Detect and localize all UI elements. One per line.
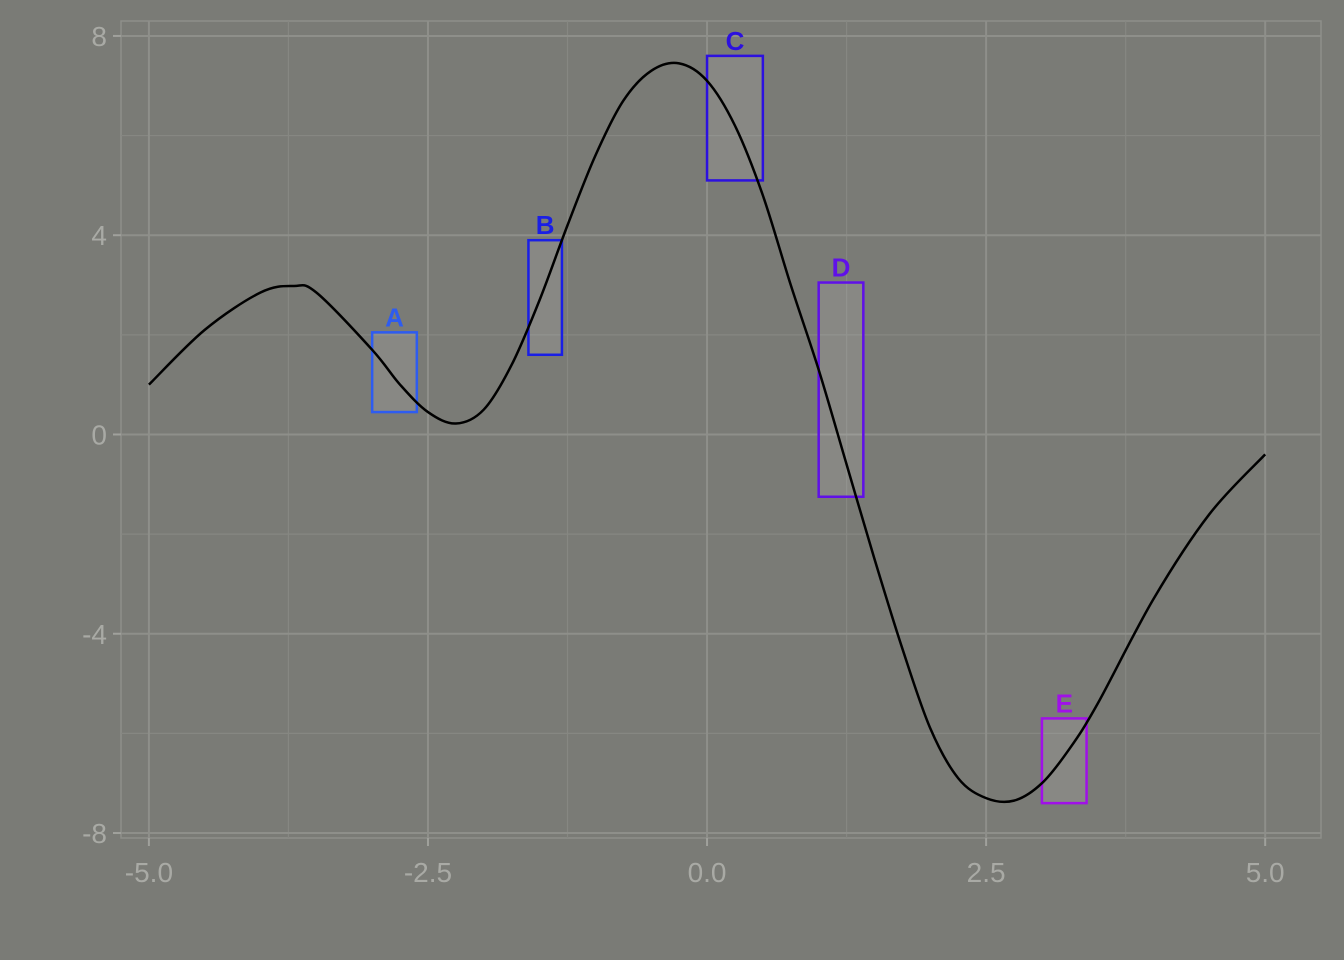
grid-minor bbox=[121, 21, 1321, 838]
annotation-label-e: E bbox=[1056, 688, 1073, 718]
annotation-boxes bbox=[370, 54, 1088, 805]
annotation-label-b: B bbox=[536, 210, 555, 240]
axis-ticks bbox=[113, 34, 1267, 846]
grid-major bbox=[121, 21, 1321, 838]
annotation-box-c bbox=[705, 54, 765, 182]
annotation-box-d bbox=[817, 281, 865, 499]
annotation-labels: A B C D E bbox=[385, 26, 1073, 719]
series-line-0 bbox=[148, 61, 1267, 804]
x-tick-label: -2.5 bbox=[404, 857, 452, 888]
series-lines bbox=[148, 61, 1267, 804]
y-tick-label: -8 bbox=[82, 818, 107, 849]
annotation-box-b bbox=[527, 238, 564, 357]
annotation-label-d: D bbox=[832, 253, 851, 283]
x-tick-labels: -5.0 -2.5 0.0 2.5 5.0 bbox=[125, 857, 1285, 888]
y-tick-label: 4 bbox=[91, 220, 107, 251]
panel-background bbox=[120, 20, 1322, 839]
y-tick-label: -4 bbox=[82, 619, 107, 650]
y-tick-label: 8 bbox=[91, 21, 107, 52]
x-tick-label: -5.0 bbox=[125, 857, 173, 888]
x-tick-label: 2.5 bbox=[967, 857, 1006, 888]
y-tick-labels: -8 -4 0 4 8 bbox=[82, 21, 107, 849]
x-tick-label: 5.0 bbox=[1246, 857, 1285, 888]
x-tick-label: 0.0 bbox=[688, 857, 727, 888]
annotation-label-c: C bbox=[726, 26, 745, 56]
y-tick-label: 0 bbox=[91, 419, 107, 450]
annotation-label-a: A bbox=[385, 302, 404, 332]
annotation-box-a bbox=[370, 331, 419, 414]
